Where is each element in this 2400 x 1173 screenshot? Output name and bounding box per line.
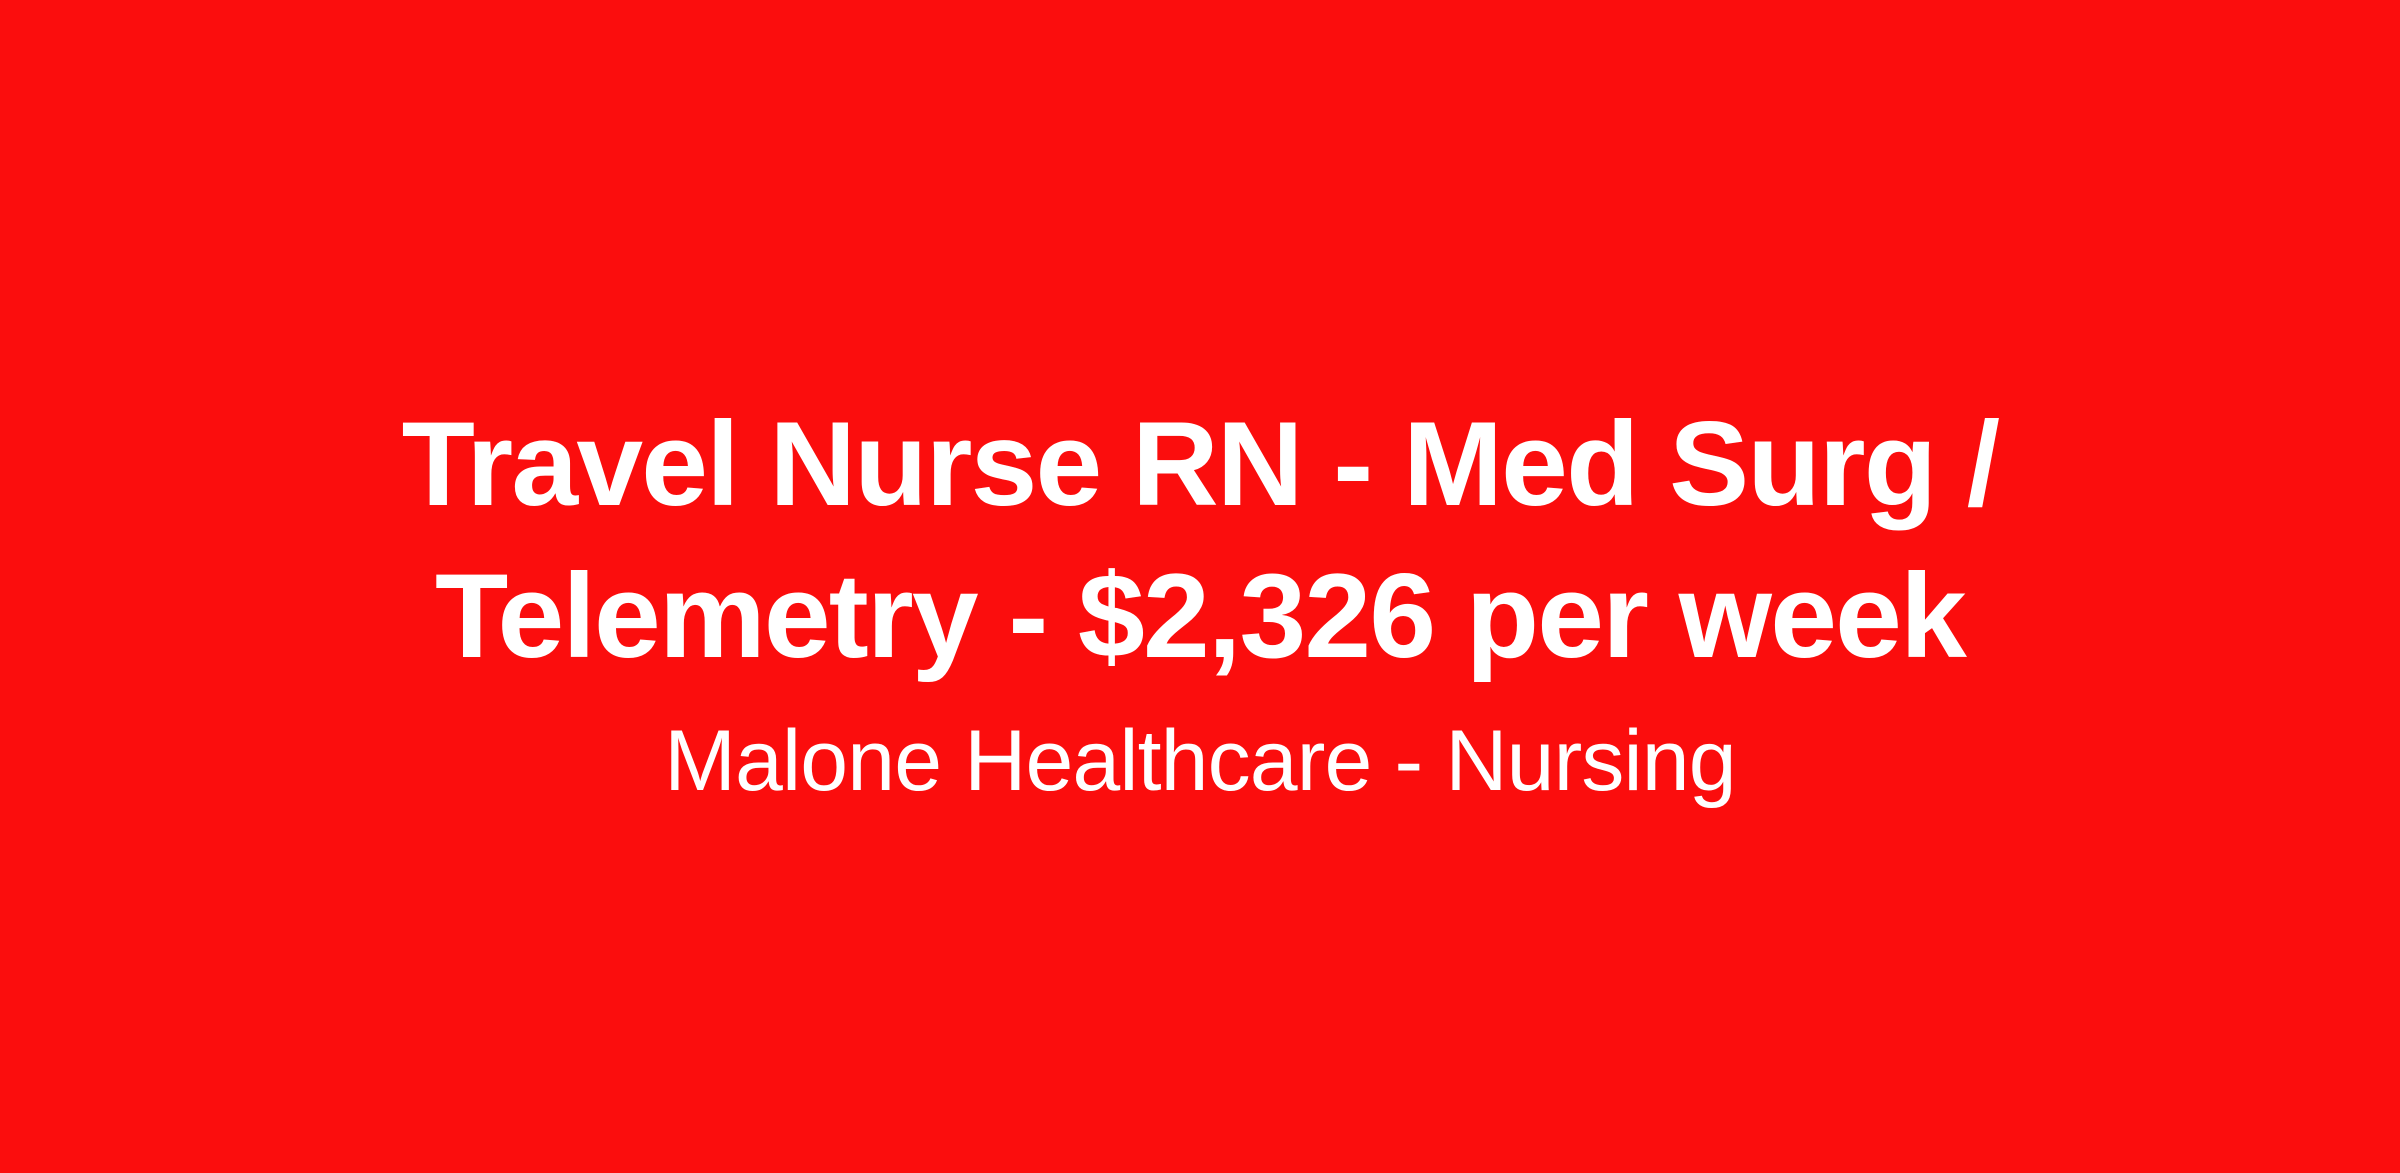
- job-title-line-1: Travel Nurse RN - Med Surg /: [401, 397, 2000, 532]
- job-title-line-2: Telemetry - $2,326 per week: [434, 549, 1967, 684]
- job-company-subtitle: Malone Healthcare - Nursing: [664, 713, 1736, 810]
- job-banner-content: Travel Nurse RN - Med Surg / Telemetry -…: [401, 388, 2000, 810]
- job-title: Travel Nurse RN - Med Surg / Telemetry -…: [401, 388, 2000, 692]
